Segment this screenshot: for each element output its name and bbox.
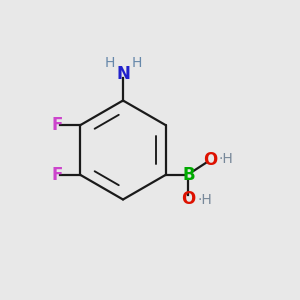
Text: F: F xyxy=(51,166,62,184)
Text: F: F xyxy=(51,116,62,134)
Text: O: O xyxy=(181,190,196,208)
Text: O: O xyxy=(203,151,217,169)
Text: ·H: ·H xyxy=(219,152,234,166)
Text: ·H: ·H xyxy=(197,193,212,207)
Text: H: H xyxy=(104,56,115,70)
Text: H: H xyxy=(131,56,142,70)
Text: N: N xyxy=(116,65,130,83)
Text: B: B xyxy=(182,166,195,184)
